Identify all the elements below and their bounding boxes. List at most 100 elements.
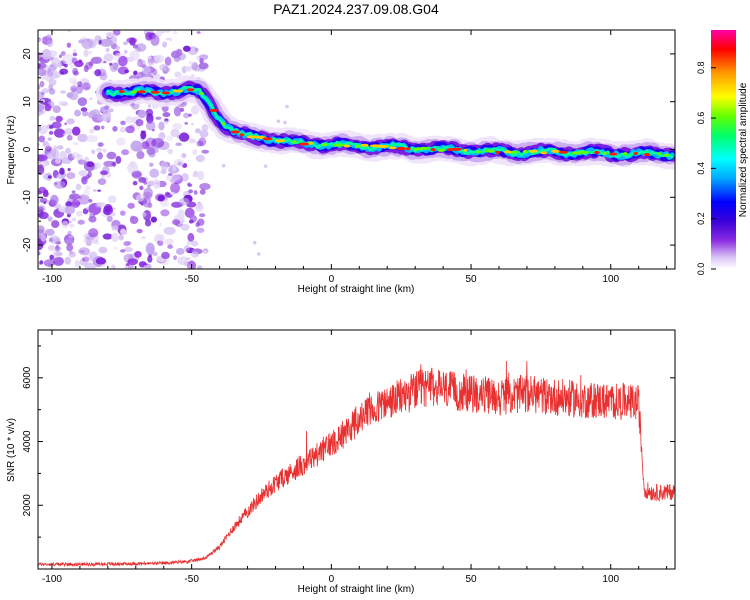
noise-speck: [263, 164, 268, 168]
noise-speck: [44, 104, 52, 112]
noise-speck: [53, 248, 61, 259]
noise-speck: [119, 126, 126, 133]
noise-speck: [55, 115, 63, 123]
noise-speck: [203, 140, 207, 144]
ridge-hotspot: [504, 150, 513, 154]
noise-speck: [157, 194, 165, 202]
noise-speck: [118, 234, 124, 241]
spectrogram-data: [38, 30, 675, 269]
ridge-hotspot: [161, 91, 171, 95]
noise-speck: [168, 172, 173, 176]
noise-speck: [107, 195, 117, 204]
ridge-hotspot: [354, 144, 361, 148]
noise-speck: [183, 112, 190, 119]
noise-speck: [38, 63, 41, 69]
noise-speck: [96, 147, 103, 152]
noise-speck: [136, 62, 141, 67]
ridge-hotspot: [633, 152, 639, 156]
noise-speck: [84, 61, 93, 70]
noise-speck: [171, 165, 177, 172]
noise-speck: [51, 57, 61, 68]
noise-speck: [77, 159, 87, 165]
noise-speck: [103, 60, 107, 64]
noise-speck: [150, 34, 160, 46]
noise-speck: [66, 243, 74, 252]
noise-speck: [192, 149, 198, 156]
noise-speck: [130, 215, 135, 220]
colorbar-ticks: 0.0 0.2 0.4 0.6 0.8: [696, 61, 716, 275]
noise-speck: [112, 30, 121, 36]
noise-speck: [161, 251, 170, 260]
noise-speck: [166, 135, 174, 141]
colorbar: 0.0 0.2 0.4 0.6 0.8 Normalized spectral ampl…: [696, 30, 749, 275]
noise-speck: [135, 118, 144, 127]
noise-speck: [110, 212, 116, 217]
noise-speck: [55, 245, 60, 252]
ridge-hotspot: [405, 147, 411, 151]
noise-speck: [81, 110, 89, 117]
noise-speck: [136, 43, 147, 52]
noise-speck: [155, 30, 162, 38]
noise-speck: [165, 191, 170, 196]
figure-title: PAZ1.2024.237.09.08.G04: [273, 1, 439, 17]
ridge-hotspot: [609, 152, 618, 156]
colorbar-tick-label: 0.0: [696, 263, 706, 276]
noise-speck: [95, 162, 102, 169]
ridge-hotspot: [239, 133, 245, 137]
spectrogram-xtick-label: 0: [329, 274, 335, 285]
noise-speck: [172, 219, 181, 226]
noise-speck: [103, 53, 114, 62]
noise-speck: [75, 183, 82, 191]
ridge-hotspot: [343, 144, 351, 148]
noise-speck: [84, 262, 96, 269]
noise-speck: [85, 206, 90, 211]
noise-speck: [136, 228, 143, 234]
noise-speck: [196, 31, 201, 34]
noise-speck: [109, 62, 113, 66]
noise-speck: [90, 56, 102, 64]
noise-speck: [52, 105, 61, 114]
noise-speck: [94, 69, 102, 77]
noise-speck: [123, 41, 128, 46]
noise-speck: [126, 241, 132, 245]
noise-speck: [171, 201, 183, 208]
noise-speck: [67, 230, 72, 235]
noise-speck: [43, 189, 49, 195]
noise-speck: [82, 82, 91, 91]
noise-speck: [194, 128, 201, 134]
noise-speck: [147, 255, 153, 263]
noise-speck: [67, 220, 72, 224]
noise-speck: [114, 246, 118, 250]
noise-speck: [78, 170, 87, 177]
noise-speck: [53, 128, 65, 138]
spectrogram-xtick-label: 100: [602, 274, 619, 285]
noise-speck: [160, 30, 166, 34]
noise-speck: [88, 215, 97, 223]
noise-speck: [187, 232, 195, 242]
noise-speck: [167, 148, 174, 155]
noise-speck: [199, 54, 209, 60]
noise-speck: [84, 185, 92, 191]
noise-speck: [60, 51, 66, 56]
noise-speck: [50, 194, 59, 206]
noise-speck: [187, 182, 191, 186]
noise-speck: [197, 265, 203, 269]
noise-speck: [190, 105, 200, 115]
noise-speck: [57, 145, 64, 150]
colorbar-gradient: [711, 30, 736, 269]
ridge-hotspot: [510, 150, 519, 154]
ridge-hotspot: [221, 122, 226, 126]
spectrogram-xtick-label: -100: [42, 274, 62, 285]
noise-speck: [183, 245, 190, 252]
noise-speck: [38, 104, 44, 112]
noise-speck: [196, 227, 205, 233]
colorbar-tick-label: 0.8: [696, 61, 706, 74]
noise-speck: [63, 133, 67, 137]
noise-speck: [163, 120, 169, 125]
noise-speck: [140, 130, 147, 140]
noise-speck: [143, 181, 148, 185]
spectrogram-ytick-label: 10: [22, 96, 33, 108]
noise-speck: [285, 104, 289, 109]
noise-speck: [125, 262, 130, 267]
noise-speck: [77, 219, 85, 225]
